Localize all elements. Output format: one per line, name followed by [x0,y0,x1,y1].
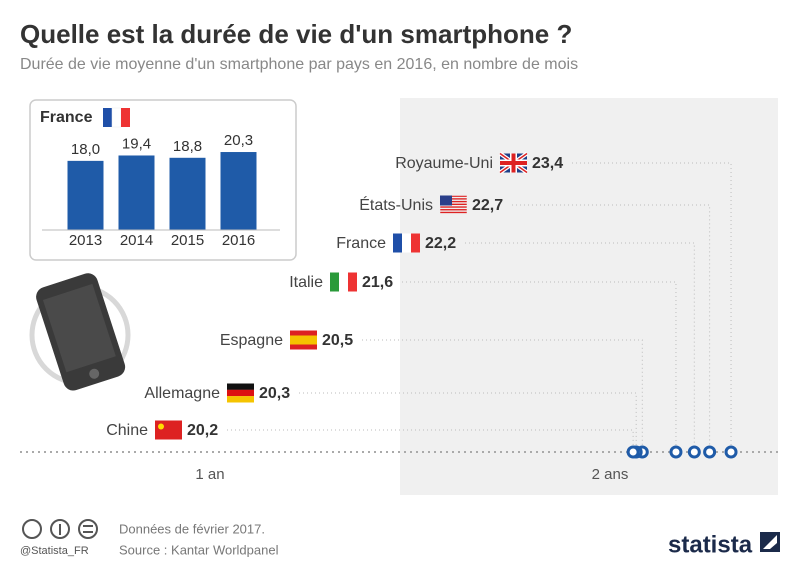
logo-mark [760,532,780,552]
source: Source : Kantar Worldpanel [119,542,279,557]
x-tick-label: 2015 [171,232,204,249]
year-band [400,98,778,495]
value-label: 20,5 [322,332,353,349]
flag-part [348,272,357,292]
flag-part [158,423,164,430]
period-label: 1 an [195,466,224,483]
value-label: 20,3 [224,132,253,149]
flag [439,195,468,215]
flag-part [440,198,467,200]
flag [393,233,420,253]
flag [155,420,182,440]
value-label: 21,6 [362,274,393,291]
value-label: 20,3 [259,385,290,402]
category-label: États-Unis [359,195,433,214]
inset-title: France [40,109,93,126]
period-label: 2 ans [592,466,629,483]
flag-part [440,206,467,208]
handle: @Statista_FR [20,545,89,557]
flag-part [440,195,452,206]
category-label: Allemagne [144,385,220,402]
leader-line [362,339,643,452]
category-label: Royaume-Uni [395,155,493,172]
x-tick-label: 2016 [222,232,255,249]
flag [227,383,254,403]
value-label: 18,0 [71,141,100,158]
title: Quelle est la durée de vie d'un smartpho… [20,19,572,49]
logo: statista [668,531,753,558]
flag [498,151,529,175]
dot [669,445,683,459]
dot [687,445,701,459]
flag-part [339,272,348,292]
flag-part [440,203,467,205]
flag-part [290,335,317,345]
flag-part [500,161,527,165]
flag [330,272,357,292]
note: Données de février 2017. [119,521,265,536]
category-label: Chine [106,422,148,439]
flag-part [155,420,182,440]
flag [290,330,317,350]
bar [67,160,104,230]
dot [724,445,738,459]
flag-part [227,389,254,397]
dot [703,445,717,459]
flag [103,107,130,128]
flag-part [440,195,467,197]
flag-part [330,272,339,292]
phone-icon [29,273,131,391]
flag-part [227,396,254,403]
flag-part [440,209,467,211]
value-label: 18,8 [173,138,202,155]
flag-part [440,211,467,214]
leader-line [299,392,637,452]
value-label: 19,4 [122,135,151,152]
dot [626,445,640,459]
category-label: France [336,235,386,252]
value-label: 22,2 [425,235,456,252]
bar [118,155,155,230]
license-icons [22,519,98,539]
value-label: 22,7 [472,197,503,214]
flag-part [440,200,467,203]
value-label: 20,2 [187,422,218,439]
leader-line [465,242,695,452]
category-label: Italie [289,274,323,291]
x-tick-label: 2013 [69,232,102,249]
bar [169,157,206,230]
flag-part [393,233,402,253]
category-label: Espagne [220,332,283,349]
flag-part [402,233,411,253]
x-tick-label: 2014 [120,232,153,249]
leader-line [227,429,634,452]
bar [220,152,257,230]
flag-part [411,233,420,253]
flag-part [227,383,254,390]
subtitle: Durée de vie moyenne d'un smartphone par… [20,56,578,73]
value-label: 23,4 [532,155,563,172]
